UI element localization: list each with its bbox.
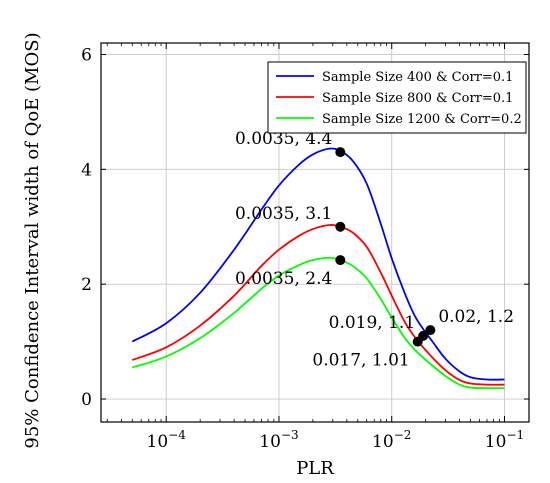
data-point-label: 0.0035, 4.4 [235, 129, 332, 149]
y-axis-label: 95% Confidence Interval width of QoE (MO… [22, 32, 43, 448]
series-line-2 [131, 224, 505, 386]
series-line-3 [131, 256, 505, 390]
data-point-label: 0.019, 1.1 [329, 313, 416, 333]
data-point-marker [418, 330, 429, 341]
data-point-label: 0.0035, 3.1 [235, 204, 332, 224]
x-axis-label: PLR [296, 458, 334, 479]
x-tick-base: 10 [372, 432, 394, 452]
markers-layer: 0.0035, 4.4 0.0035, 3.1 0.0035, 2.4 0.017, … [235, 129, 514, 370]
x-tick-label: 10−1 [485, 428, 524, 452]
series-line-1 [131, 147, 505, 381]
x-tick-label: 10−3 [259, 428, 298, 452]
legend: Sample Size 400 & Corr=0.1 Sample Size 80… [267, 61, 527, 134]
x-tick-label: 10−4 [147, 428, 187, 452]
data-point-label: 0.017, 1.01 [312, 351, 409, 371]
data-point-marker [335, 255, 346, 266]
x-tick-exponent: −4 [168, 428, 186, 442]
data-point-label: 0.02, 1.2 [438, 307, 514, 327]
x-tick-base: 10 [147, 432, 169, 452]
x-tick-exponent: −3 [281, 428, 299, 442]
x-tick-base: 10 [485, 432, 507, 452]
legend-label-1: Sample Size 400 & Corr=0.1 [322, 70, 513, 85]
x-tick-exponent: −2 [394, 428, 412, 442]
y-tick-label: 0 [81, 390, 92, 410]
data-point-marker [335, 221, 346, 232]
data-point-marker [335, 147, 346, 158]
data-point-marker [425, 325, 436, 336]
plot-frame [100, 42, 530, 423]
x-tick-label: 10−2 [372, 428, 411, 452]
x-tick-exponent: −1 [506, 428, 524, 442]
legend-label-2: Sample Size 800 & Corr=0.1 [322, 91, 513, 106]
data-point-label: 0.0035, 2.4 [235, 269, 332, 289]
legend-label-3: Sample Size 1200 & Corr=0.2 [322, 112, 522, 127]
y-tick-label: 2 [81, 275, 92, 295]
series-layer [131, 147, 505, 390]
y-tick-label: 4 [81, 160, 92, 180]
y-tick-label: 6 [81, 45, 92, 65]
x-tick-base: 10 [259, 432, 281, 452]
